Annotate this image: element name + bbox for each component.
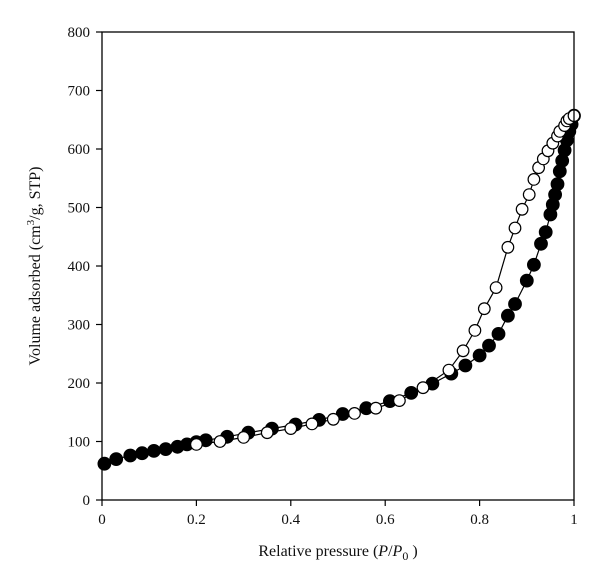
data-point-open <box>305 417 319 431</box>
data-point-open <box>416 381 430 395</box>
data-point-open <box>237 431 251 444</box>
plot-frame <box>101 31 575 501</box>
data-point-filled <box>491 327 506 341</box>
x-tick-label: 0.4 <box>281 512 300 528</box>
y-tick-label: 800 <box>68 25 91 41</box>
data-point-open <box>527 172 541 186</box>
y-tick-label: 200 <box>68 376 91 392</box>
data-point-filled <box>550 177 565 192</box>
data-point-filled <box>482 338 496 353</box>
data-point-filled <box>97 456 112 471</box>
data-point-open <box>489 281 503 295</box>
x-tick-label: 0.6 <box>376 512 395 528</box>
data-point-filled <box>472 348 487 363</box>
data-point-open <box>326 412 340 426</box>
data-point-open <box>260 426 274 440</box>
data-point-open <box>522 188 536 202</box>
data-point-filled <box>458 358 473 373</box>
data-point-filled <box>109 452 124 467</box>
data-point-filled <box>508 297 522 311</box>
y-tick-label: 100 <box>68 435 91 451</box>
data-point-open <box>501 240 515 254</box>
data-point-filled <box>501 308 515 323</box>
y-tick-label: 600 <box>68 142 91 158</box>
x-tick-label: 0.8 <box>470 512 489 528</box>
y-tick-label: 400 <box>68 259 91 275</box>
data-point-filled <box>538 225 553 240</box>
x-tick-label: 1 <box>570 512 578 528</box>
data-point-filled <box>534 236 548 251</box>
y-axis-title: Volume adsorbed (cm3/g, STP) <box>25 167 44 366</box>
data-point-filled <box>123 448 138 463</box>
data-point-open <box>515 202 529 216</box>
data-point-open <box>284 422 298 436</box>
data-point-filled <box>527 257 541 272</box>
data-point-filled <box>135 446 150 461</box>
data-point-open <box>348 407 361 420</box>
y-tick-label: 300 <box>68 318 91 334</box>
plot-marks <box>97 108 581 471</box>
data-point-open <box>468 324 482 337</box>
series-2-line <box>196 115 575 445</box>
data-point-filled <box>158 442 173 457</box>
y-tick-label: 700 <box>68 84 91 100</box>
x-axis-title: Relative pressure (P/P0 ) <box>258 543 417 563</box>
x-tick-label: 0 <box>98 512 106 528</box>
data-point-open <box>369 401 383 415</box>
y-tick-label: 500 <box>68 201 91 217</box>
data-point-open <box>508 221 522 235</box>
axis-ticks: 0 0.2 0.4 0.6 0.8 1 0 100 200 300 400 500 600 700 800 <box>68 25 578 528</box>
data-point-open <box>189 438 203 451</box>
data-point-filled <box>404 386 419 400</box>
data-point-open <box>213 435 227 448</box>
x-tick-label: 0.2 <box>187 512 206 528</box>
data-point-filled <box>146 444 161 458</box>
data-point-open <box>442 363 456 377</box>
data-point-open <box>477 302 491 316</box>
y-tick-label: 0 <box>83 493 91 509</box>
data-point-filled <box>519 273 534 288</box>
data-point-open <box>456 344 470 358</box>
data-point-open <box>393 394 406 408</box>
